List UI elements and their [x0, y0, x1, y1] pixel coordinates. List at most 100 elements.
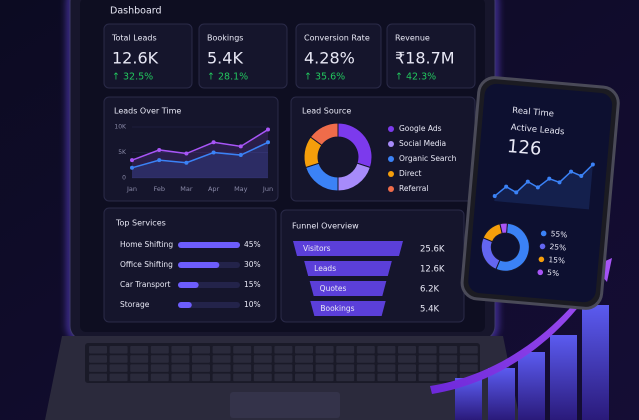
key	[274, 373, 293, 382]
key	[418, 355, 437, 363]
value-label: 12.6K	[420, 265, 445, 275]
key	[89, 355, 107, 363]
panel	[198, 23, 288, 89]
key	[336, 364, 355, 372]
service-label: Car Transport	[120, 280, 171, 289]
key	[192, 346, 210, 354]
service-label: Home Shifting	[120, 240, 173, 249]
key	[295, 364, 313, 372]
key	[439, 373, 458, 382]
funnel-label: Visitors	[303, 244, 331, 253]
point	[157, 158, 162, 163]
key	[336, 373, 355, 382]
legend-dot	[540, 230, 547, 237]
point	[569, 169, 574, 174]
legend-dot	[388, 126, 394, 132]
x-tick-label: Jun	[262, 185, 273, 193]
point	[157, 147, 162, 152]
key	[439, 346, 458, 354]
dashboard: Total Leads 12.6K ↑ 32.5% Bookings 5.4K ↑ 28.…	[103, 23, 476, 323]
key	[130, 346, 149, 354]
key	[253, 355, 272, 363]
key	[398, 346, 416, 354]
point	[557, 180, 562, 185]
panel-title: Leads Over Time	[114, 107, 181, 116]
key	[212, 373, 231, 382]
legend-label: 55%	[550, 229, 567, 239]
point	[579, 173, 584, 178]
point	[130, 158, 134, 163]
panel-title: Top Services	[115, 219, 166, 228]
key	[377, 346, 396, 354]
value-label: 45%	[244, 240, 261, 249]
kpi-value: ₹18.7M	[395, 49, 455, 68]
point	[492, 194, 497, 199]
kpi-value: 12.6K	[112, 49, 159, 68]
key	[109, 364, 128, 372]
legend-dot	[539, 243, 546, 250]
growth-bar	[582, 305, 609, 420]
service-label: Storage	[120, 300, 150, 309]
point	[211, 140, 216, 145]
key	[150, 346, 169, 354]
panel-title: Lead Source	[302, 107, 351, 116]
funnel-step	[309, 281, 387, 296]
key	[336, 346, 355, 354]
kpi-change: ↑ 32.5%	[112, 72, 153, 83]
panel	[103, 96, 279, 202]
key	[171, 373, 190, 382]
funnel-step	[304, 261, 392, 276]
key	[274, 346, 293, 354]
key	[295, 346, 313, 354]
value-label: 15%	[244, 280, 261, 289]
point	[184, 160, 189, 165]
legend-label: 5%	[547, 268, 560, 278]
legend-label: 25%	[549, 242, 566, 252]
key	[150, 364, 169, 372]
kpi-label: Total Leads	[111, 34, 157, 43]
key	[356, 346, 375, 354]
point	[535, 185, 540, 190]
legend-dot	[537, 269, 544, 276]
key	[89, 373, 107, 382]
key	[253, 346, 272, 354]
x-tick-label: Apr	[208, 185, 220, 193]
key	[130, 364, 149, 372]
funnel-label: Bookings	[320, 304, 354, 313]
point	[238, 153, 243, 158]
key	[295, 373, 313, 382]
bar	[178, 262, 220, 268]
panel-title: Funnel Overview	[292, 222, 359, 231]
kpi-value: 4.28%	[304, 49, 355, 68]
x-tick-label: Mar	[180, 185, 193, 193]
series-line	[131, 141, 269, 169]
key	[109, 355, 128, 363]
legend-label: Social Media	[399, 139, 446, 148]
bar	[178, 302, 192, 308]
legend-label: Referral	[399, 184, 428, 193]
point	[504, 184, 509, 189]
key	[274, 364, 293, 372]
value-label: 25.6K	[420, 245, 445, 255]
key	[171, 364, 190, 372]
key	[315, 346, 334, 354]
panel	[103, 23, 193, 89]
key	[356, 364, 375, 372]
key	[336, 355, 355, 363]
phone-title: Real Time	[512, 106, 555, 120]
key	[377, 355, 396, 363]
point	[514, 190, 519, 195]
key	[212, 355, 231, 363]
y-tick-label: 0	[122, 175, 126, 182]
key	[212, 364, 231, 372]
key	[89, 364, 107, 372]
funnel-step	[293, 241, 403, 256]
key	[398, 355, 416, 363]
kpi-change: ↑ 35.6%	[304, 72, 345, 83]
legend-label: Organic Search	[399, 154, 457, 163]
value-label: 30%	[244, 260, 261, 269]
kpi-label: Bookings	[207, 34, 243, 43]
key	[418, 346, 437, 354]
key	[356, 373, 375, 382]
